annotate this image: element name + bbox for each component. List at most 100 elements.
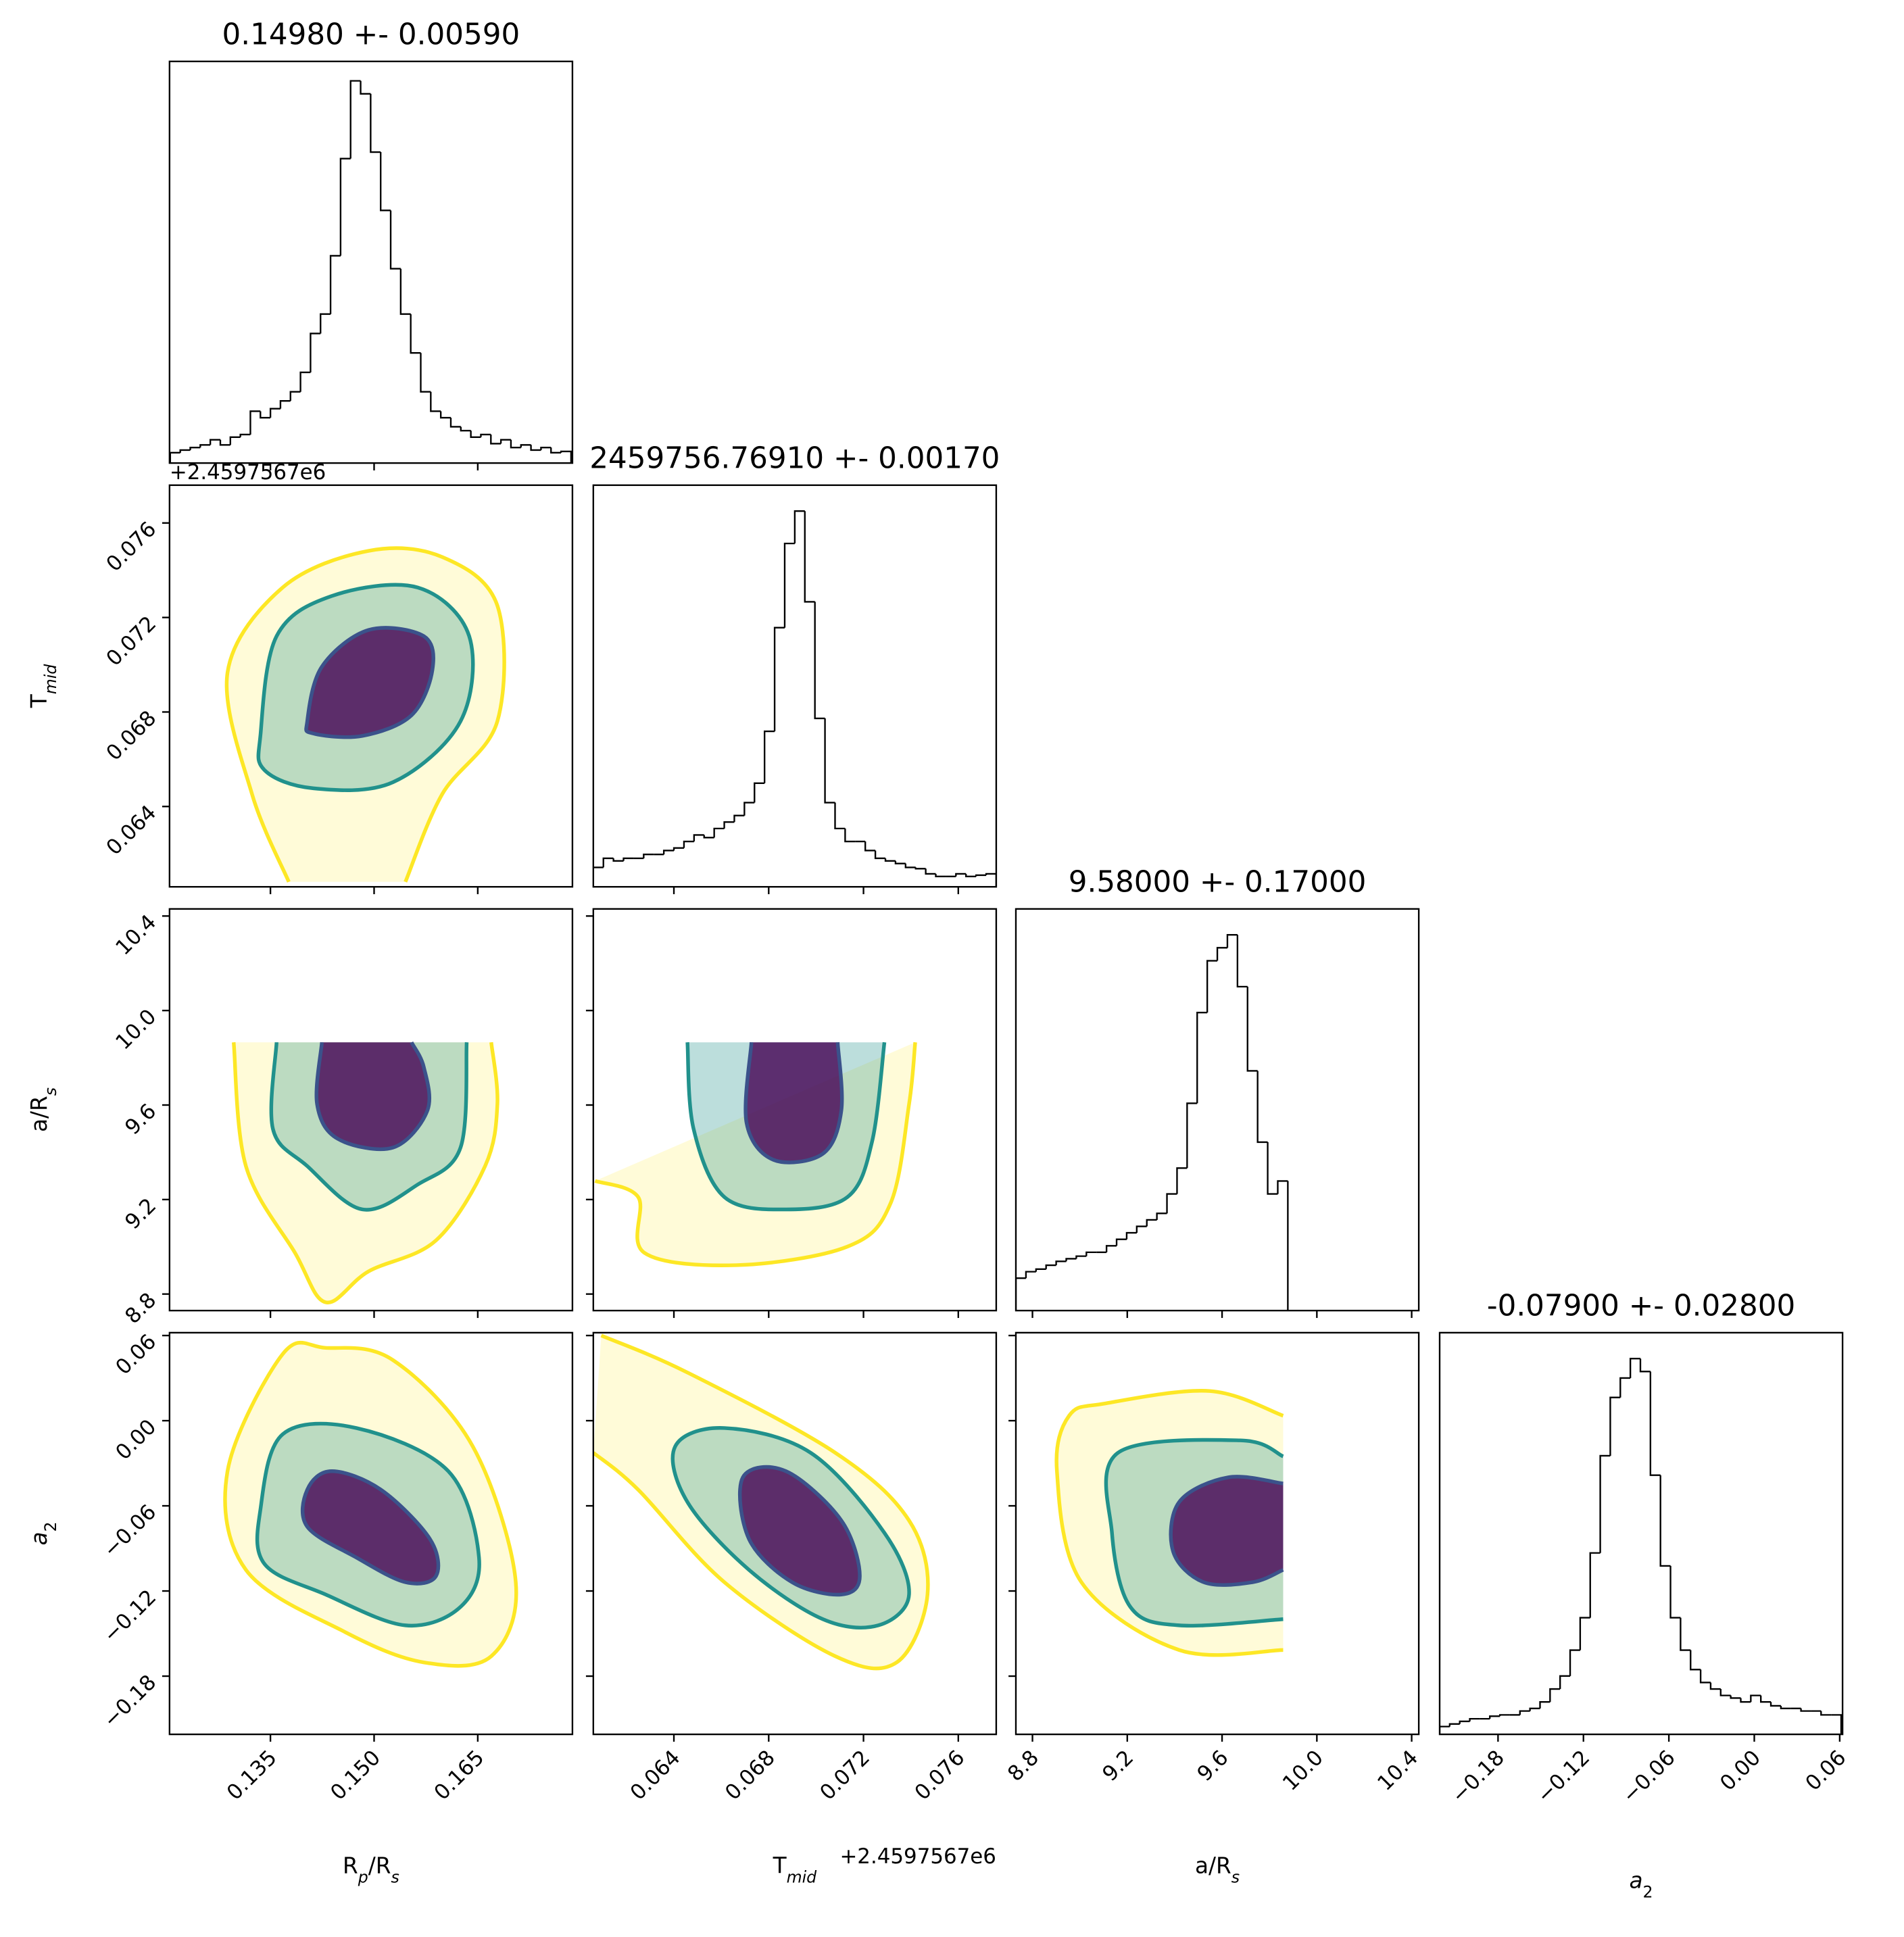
y-tick-label: 0.00	[111, 1415, 161, 1465]
panel-title: 0.14980 +- 0.00590	[222, 18, 520, 51]
y-tick-label: 0.064	[101, 800, 161, 860]
contour-line	[223, 1340, 518, 1668]
histogram-bin	[1760, 1695, 1772, 1703]
histogram-bin	[1649, 1371, 1661, 1476]
histogram-bin	[410, 314, 421, 354]
contour-line	[269, 1042, 469, 1212]
histogram-bin	[662, 850, 675, 855]
panel-frame	[1015, 908, 1420, 1312]
contour-fill	[739, 1467, 860, 1595]
contour-line	[743, 1042, 844, 1164]
axis-label-part: s	[41, 1087, 60, 1096]
axis-label-part: T	[26, 693, 52, 708]
histogram-bin	[1236, 935, 1248, 988]
histogram-bin	[814, 602, 825, 720]
histogram-bin	[269, 408, 280, 418]
axis-label: Tmid	[773, 1853, 818, 1886]
y-tick-label: 8.8	[120, 1288, 161, 1329]
contour-line	[232, 1041, 499, 1304]
y-tick-label: 9.6	[120, 1099, 161, 1139]
histogram-bin	[470, 431, 481, 438]
histogram-bin	[1609, 1396, 1621, 1456]
histogram-bin	[1226, 934, 1238, 948]
panel-frame	[1438, 1331, 1844, 1736]
histogram-bin	[1125, 1231, 1137, 1240]
histogram-bin	[430, 391, 441, 412]
histogram-bin	[773, 627, 785, 732]
contour-line	[670, 1426, 911, 1629]
histogram-bin	[1459, 1720, 1470, 1724]
x-tick-label: −0.12	[1532, 1746, 1594, 1808]
panel-frame	[592, 908, 998, 1312]
histogram-bin	[1539, 1701, 1551, 1709]
histogram-bin	[783, 542, 795, 628]
histogram-bin	[1498, 1714, 1510, 1717]
histogram-bin	[763, 730, 775, 783]
histogram-bin	[1730, 1695, 1741, 1699]
histogram-bin	[1246, 986, 1258, 1072]
histogram-bin	[1769, 1702, 1781, 1707]
histogram-bin	[1469, 1717, 1480, 1721]
histogram-bin	[1287, 1181, 1298, 1311]
axis-label-part: T	[773, 1853, 787, 1878]
histogram-bin	[1699, 1669, 1711, 1684]
histogram-bin	[1216, 947, 1227, 961]
x-tick-label: −0.06	[1617, 1746, 1680, 1808]
histogram-bin	[199, 444, 211, 448]
panel-title: 9.58000 +- 0.17000	[1069, 865, 1367, 899]
panel	[1054, 1389, 1284, 1657]
histogram-bin	[955, 873, 967, 877]
histogram-bin	[1529, 1707, 1540, 1711]
panel	[593, 1333, 930, 1671]
histogram-bin	[804, 511, 815, 603]
histogram-bin	[1065, 1258, 1077, 1262]
x-tick-label: 0.064	[626, 1746, 685, 1805]
histogram-bin	[1629, 1358, 1640, 1378]
axis-label-part: mid	[41, 664, 60, 695]
histogram-bin	[733, 814, 745, 823]
histogram-bin	[1156, 1212, 1167, 1220]
histogram-bin	[490, 434, 502, 445]
histogram-bin	[834, 802, 846, 830]
contour-line	[685, 1041, 887, 1212]
x-tick-label: 9.6	[1192, 1746, 1233, 1786]
histogram-bin	[884, 858, 896, 862]
axis-label-part: mid	[787, 1867, 818, 1886]
x-tick-label: 0.068	[721, 1746, 780, 1805]
histogram-bin	[985, 873, 996, 887]
axis-label: a/Rs	[1195, 1853, 1240, 1886]
histogram-bin	[1025, 1271, 1036, 1279]
histogram-bin	[794, 510, 805, 544]
axis-label: a2	[26, 1521, 60, 1545]
histogram-bin	[560, 450, 572, 464]
panel-frame	[168, 908, 574, 1312]
histogram-bin	[399, 268, 411, 315]
histogram-bin	[602, 857, 614, 868]
panel	[1016, 934, 1419, 1311]
histogram-bin	[1055, 1260, 1067, 1266]
contour-fill	[302, 1471, 439, 1584]
panel-frame	[168, 484, 574, 888]
histogram-bin	[713, 827, 725, 838]
histogram-bin	[703, 835, 714, 839]
histogram-bin	[1256, 1071, 1268, 1144]
x-tick-label: 10.4	[1373, 1746, 1423, 1796]
histogram-bin	[380, 152, 391, 212]
contour-line	[314, 1041, 431, 1152]
offset-label: +2.4597567e6	[839, 1844, 996, 1869]
axis-label: a2	[1630, 1867, 1653, 1901]
x-tick-label: 0.00	[1715, 1746, 1765, 1796]
histogram-bin	[1016, 1277, 1026, 1311]
histogram-bin	[530, 445, 541, 451]
y-tick-label: 0.06	[111, 1329, 161, 1379]
panel	[232, 1041, 499, 1304]
histogram-bin	[975, 874, 987, 877]
histogram-bin	[874, 850, 885, 860]
histogram-bin	[260, 411, 271, 419]
histogram-bin	[370, 93, 381, 153]
axis-label: a/Rs	[26, 1087, 60, 1132]
histogram-bin	[1549, 1688, 1561, 1702]
x-tick-label: 0.150	[326, 1746, 385, 1805]
